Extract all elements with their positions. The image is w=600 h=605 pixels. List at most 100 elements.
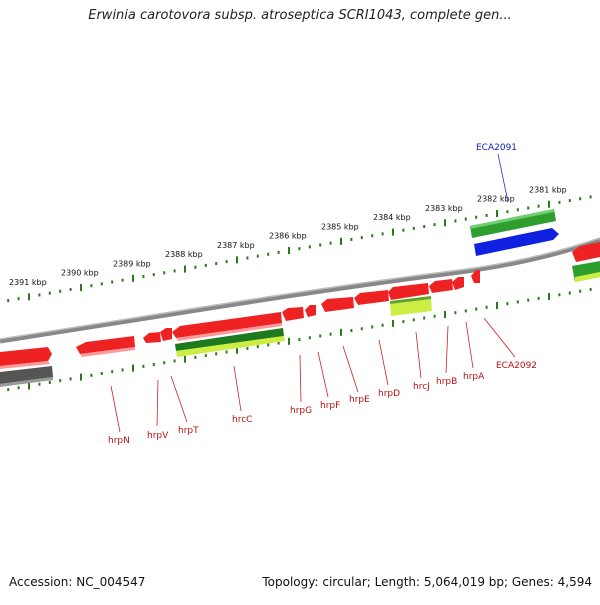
tick-mark (537, 296, 540, 300)
gene-arrow (176, 323, 282, 341)
ruler-label: 2384 kbp (373, 213, 411, 222)
tick-mark (69, 287, 72, 291)
gene-arrow (160, 328, 172, 341)
tick-mark (392, 319, 394, 327)
tick-mark (121, 368, 124, 372)
tick-mark (48, 291, 51, 295)
gene-label-hrpn: hrpN (108, 436, 130, 446)
tick-mark (256, 254, 259, 258)
tick-mark (100, 282, 103, 286)
tick-mark (589, 287, 592, 291)
kbp-ruler: 2391 kbp 2390 kbp 2389 kbp 2388 kbp 2387 kbp… (9, 185, 567, 287)
gene-label-hrpa: hrpA (463, 372, 485, 382)
gene-label-hrpb: hrpB (436, 377, 457, 387)
ruler-label: 2381 kbp (529, 185, 567, 194)
gene-arrow (429, 279, 453, 293)
tick-mark (475, 215, 478, 219)
tick-mark (537, 204, 540, 208)
label-leader-blue (497, 153, 509, 203)
tick-mark (38, 382, 41, 386)
gene-arrow (470, 209, 556, 238)
ruler-label: 2390 kbp (61, 269, 99, 278)
tick-mark (267, 252, 270, 256)
ruler-label: 2383 kbp (425, 204, 463, 213)
tick-mark (464, 309, 467, 313)
outer-tick-ring (7, 195, 592, 303)
tick-mark (329, 332, 332, 336)
ruler-label: 2385 kbp (321, 222, 359, 231)
tick-mark (277, 250, 280, 254)
tick-mark (225, 350, 228, 354)
tick-mark (516, 208, 519, 212)
tick-mark (277, 341, 280, 345)
tick-mark (402, 228, 405, 232)
gene-arrow (76, 336, 135, 354)
tick-mark (548, 200, 550, 208)
gene-label-hrpg: hrpG (290, 406, 312, 416)
tick-mark (371, 325, 374, 329)
tick-mark (173, 359, 176, 363)
tick-mark (28, 382, 30, 390)
tick-mark (548, 293, 550, 301)
tick-mark (412, 318, 415, 322)
tick-mark (236, 346, 238, 354)
tick-mark (173, 269, 176, 273)
tick-mark (464, 217, 467, 221)
gene-arrow (470, 209, 554, 229)
gene-arrow (321, 297, 354, 312)
genome-backbone (0, 237, 600, 344)
tick-mark (132, 364, 134, 372)
tick-mark (485, 305, 488, 309)
tick-mark (558, 293, 561, 297)
tick-mark (7, 388, 10, 392)
ruler-label: 2382 kbp (477, 195, 515, 204)
gene-arrow (575, 272, 600, 282)
gene-arrow (172, 312, 282, 338)
genome-summary-text: Topology: circular; Length: 5,064,019 bp… (262, 575, 592, 589)
tick-mark (28, 293, 30, 301)
gene-arrow (471, 270, 480, 283)
tick-mark (340, 328, 342, 336)
tick-mark (246, 346, 249, 350)
tick-mark (496, 302, 498, 310)
tick-mark (485, 213, 488, 217)
tick-mark (215, 262, 218, 266)
tick-mark (246, 256, 249, 260)
tick-mark (308, 245, 311, 249)
gene-arrow (143, 332, 161, 343)
tick-mark (412, 226, 415, 230)
gene-arrow (388, 283, 429, 300)
tick-mark (568, 291, 571, 295)
tick-mark (38, 293, 41, 297)
ruler-label: 2388 kbp (165, 250, 203, 259)
tick-mark (350, 329, 353, 333)
gene-arrow (474, 228, 559, 256)
tick-mark (589, 195, 592, 199)
gene-arrow (80, 347, 135, 357)
tick-mark (111, 370, 114, 374)
tick-mark (444, 310, 446, 318)
tick-mark (506, 302, 509, 306)
tick-mark (433, 314, 436, 318)
map-title: Erwinia carotovora subsp. atroseptica SC… (88, 8, 512, 23)
tick-mark (381, 323, 384, 327)
tick-mark (90, 284, 93, 288)
tick-mark (90, 373, 93, 377)
tick-mark (7, 299, 10, 303)
tick-mark (59, 379, 62, 383)
tick-mark (152, 363, 155, 367)
tick-mark (506, 210, 509, 214)
tick-mark (69, 377, 72, 381)
gene-label-hrpv: hrpV (147, 431, 169, 441)
gene-label-hrcc: hrcC (232, 415, 252, 425)
tick-mark (444, 219, 446, 227)
tick-mark (402, 320, 405, 324)
inner-tick-ring (7, 287, 592, 392)
gene-arrow (0, 347, 52, 366)
tick-mark (433, 223, 436, 227)
gene-arrow (0, 377, 53, 387)
tick-mark (579, 289, 582, 293)
tick-mark (142, 364, 145, 368)
gene-label-hrpt: hrpT (178, 426, 199, 436)
